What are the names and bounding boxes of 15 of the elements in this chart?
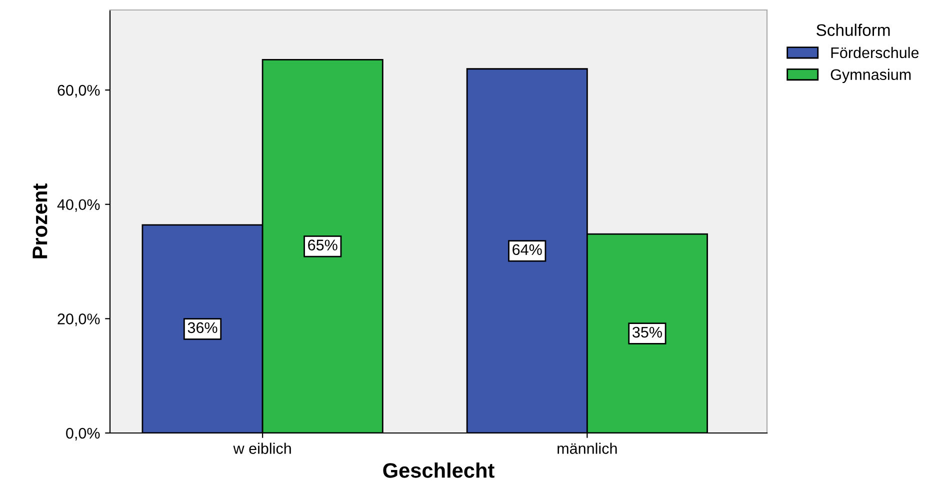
data-label: 35% [632, 326, 662, 338]
y-axis-title: Prozent [32, 184, 48, 258]
data-label: 65% [308, 240, 338, 250]
legend-label: Förderschule [831, 46, 919, 58]
y-tick-label: 0,0% [66, 428, 100, 440]
y-tick-label: 40,0% [57, 199, 100, 212]
x-tick-label: w eiblich [233, 442, 291, 454]
data-label: 36% [188, 322, 218, 334]
x-tick-label: männlich [558, 442, 617, 454]
data-label: 64% [512, 244, 542, 256]
y-tick-label: 20,0% [58, 314, 100, 326]
y-tick-label: 60,0% [58, 84, 100, 98]
legend-label: Gymnasium [830, 68, 911, 84]
legend-title: Schulform [816, 24, 890, 36]
x-axis-title: Geschlecht [383, 462, 494, 478]
